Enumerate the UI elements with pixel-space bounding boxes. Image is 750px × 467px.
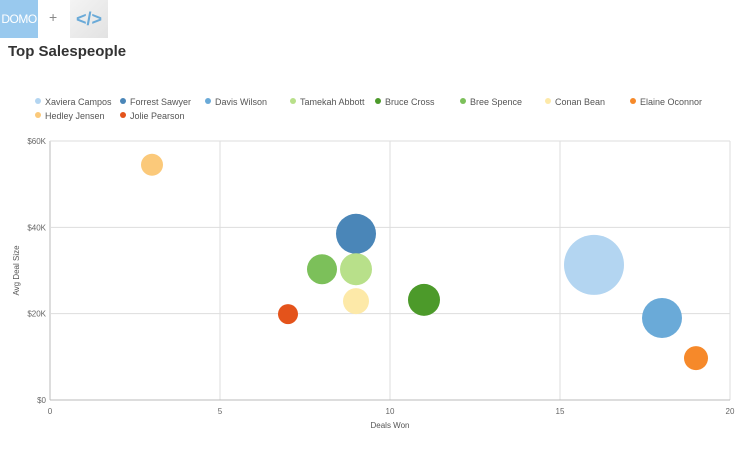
bubble xyxy=(564,234,624,295)
bubble xyxy=(642,297,682,338)
x-tick-label: 5 xyxy=(218,407,223,416)
legend-item[interactable]: Jolie Pearson xyxy=(120,111,185,121)
y-tick-label: $20K xyxy=(27,310,46,319)
domo-logo: DOMO xyxy=(0,0,38,38)
legend-item[interactable]: Conan Bean xyxy=(545,97,605,107)
legend-dot-icon xyxy=(35,98,41,104)
legend-item[interactable]: Bree Spence xyxy=(460,97,522,107)
x-tick-label: 0 xyxy=(48,407,53,416)
legend-label: Bruce Cross xyxy=(385,97,435,107)
x-tick-label: 15 xyxy=(556,407,565,416)
legend-label: Hedley Jensen xyxy=(45,111,105,121)
y-tick-label: $60K xyxy=(27,137,46,146)
legend-item[interactable]: Davis Wilson xyxy=(205,97,267,107)
bubble xyxy=(141,153,163,176)
chart-title: Top Salespeople xyxy=(8,43,127,60)
bubble xyxy=(408,283,440,316)
legend-dot-icon xyxy=(290,98,296,104)
y-tick-label: $40K xyxy=(27,223,46,232)
x-tick-label: 10 xyxy=(386,407,395,416)
bubble xyxy=(684,346,708,371)
legend-label: Elaine Oconnor xyxy=(640,97,703,107)
plus-sign: + xyxy=(49,9,58,25)
legend-label: Xaviera Campos xyxy=(45,97,112,107)
legend-dot-icon xyxy=(120,98,126,104)
legend-label: Conan Bean xyxy=(555,97,606,107)
y-tick-label: $0 xyxy=(37,396,46,405)
bubble xyxy=(340,253,372,286)
bubble xyxy=(336,213,376,254)
legend-label: Jolie Pearson xyxy=(130,111,185,121)
legend-item[interactable]: Xaviera Campos xyxy=(35,97,112,107)
legend-label: Bree Spence xyxy=(470,97,523,107)
bubble xyxy=(343,288,369,315)
legend-dot-icon xyxy=(630,98,636,104)
code-icon: </> xyxy=(70,0,108,38)
legend-item[interactable]: Elaine Oconnor xyxy=(630,97,702,107)
legend-dot-icon xyxy=(460,98,466,104)
x-tick-label: 20 xyxy=(726,407,735,416)
bubble xyxy=(278,304,298,325)
legend-dot-icon xyxy=(35,112,41,118)
x-axis-label: Deals Won xyxy=(371,421,410,430)
bubble xyxy=(307,254,337,285)
legend-label: Davis Wilson xyxy=(215,97,268,107)
y-axis-label: Avg Deal Size xyxy=(12,245,21,296)
legend-item[interactable]: Bruce Cross xyxy=(375,97,435,107)
legend-item[interactable]: Tamekah Abbott xyxy=(290,97,365,107)
legend-item[interactable]: Forrest Sawyer xyxy=(120,97,191,107)
legend-label: Tamekah Abbott xyxy=(300,97,365,107)
legend-item[interactable]: Hedley Jensen xyxy=(35,111,105,121)
legend-dot-icon xyxy=(205,98,211,104)
legend-dot-icon xyxy=(545,98,551,104)
legend-dot-icon xyxy=(375,98,381,104)
legend-label: Forrest Sawyer xyxy=(130,97,192,107)
legend-dot-icon xyxy=(120,112,126,118)
